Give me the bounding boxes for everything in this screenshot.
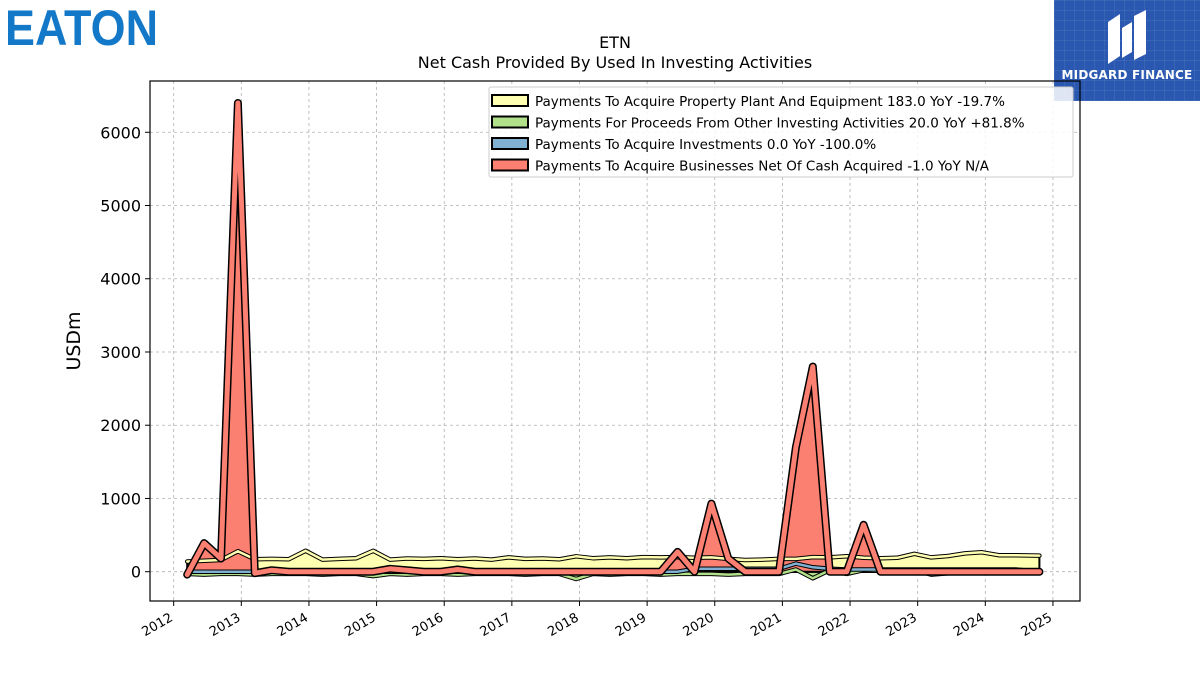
x-tick-label: 2013 bbox=[207, 610, 243, 640]
eaton-logo-wordmark: EATON bbox=[5, 0, 158, 56]
x-tick-label: 2012 bbox=[140, 610, 176, 640]
y-tick-label: 5000 bbox=[100, 197, 141, 216]
legend-box bbox=[488, 86, 1074, 178]
x-tick-label: 2023 bbox=[884, 610, 920, 640]
legend-swatch-0 bbox=[491, 94, 529, 107]
x-tick-label: 2024 bbox=[951, 610, 987, 640]
y-tick-label: 3000 bbox=[100, 343, 141, 362]
series-lines bbox=[183, 99, 1044, 582]
chart-subtitle: Net Cash Provided By Used In Investing A… bbox=[418, 53, 812, 72]
x-tick-label: 2019 bbox=[613, 610, 649, 640]
x-tick-label: 2021 bbox=[748, 610, 784, 640]
x-tick-label: 2018 bbox=[545, 610, 581, 640]
eaton-logo: EATON bbox=[5, 0, 160, 56]
y-tick-label: 4000 bbox=[100, 270, 141, 289]
midgard-finance-logo: MIDGARD FINANCE bbox=[1054, 0, 1200, 101]
legend-entry-2: Payments To Acquire Investments 0.0 YoY … bbox=[535, 137, 876, 153]
legend-swatch-3 bbox=[491, 158, 529, 172]
y-tick-label: 0 bbox=[131, 563, 141, 582]
plot-frame bbox=[149, 80, 1081, 602]
midgard-finance-text: MIDGARD FINANCE bbox=[1061, 68, 1193, 82]
midgard-finance-emblem bbox=[1108, 10, 1146, 64]
y-axis-label: USDm bbox=[63, 311, 85, 370]
x-tick-label: 2025 bbox=[1019, 610, 1055, 640]
series-line-3 bbox=[184, 100, 1042, 578]
x-tick-label: 2016 bbox=[410, 610, 446, 640]
x-tick-label: 2015 bbox=[342, 610, 378, 640]
y-tick-label: 2000 bbox=[100, 416, 141, 435]
y-tick-label: 6000 bbox=[100, 123, 141, 142]
x-tick-label: 2017 bbox=[478, 610, 514, 640]
legend-entry-1: Payments For Proceeds From Other Investi… bbox=[535, 116, 1025, 132]
y-axis: 0 1000 2000 3000 4000 5000 6000 bbox=[100, 123, 150, 582]
x-tick-label: 2020 bbox=[681, 610, 717, 640]
series-line-0 bbox=[185, 549, 1041, 563]
x-tick-label: 2022 bbox=[816, 610, 852, 640]
x-tick-label: 2014 bbox=[275, 610, 311, 640]
legend-entry-3: Payments To Acquire Businesses Net Of Ca… bbox=[535, 159, 990, 175]
legend-swatch-2 bbox=[491, 137, 529, 150]
x-axis: 2012 2013 2014 2015 2016 2017 2018 2019 2020 2021… bbox=[140, 601, 1055, 640]
legend-swatch-1 bbox=[491, 115, 529, 129]
y-tick-label: 1000 bbox=[100, 489, 141, 508]
legend-entry-0: Payments To Acquire Property Plant And E… bbox=[535, 94, 1005, 110]
chart-title: ETN bbox=[599, 33, 631, 52]
eaton-logo-text: EATON bbox=[5, 4, 158, 48]
legend: Payments To Acquire Property Plant And E… bbox=[488, 86, 1074, 178]
